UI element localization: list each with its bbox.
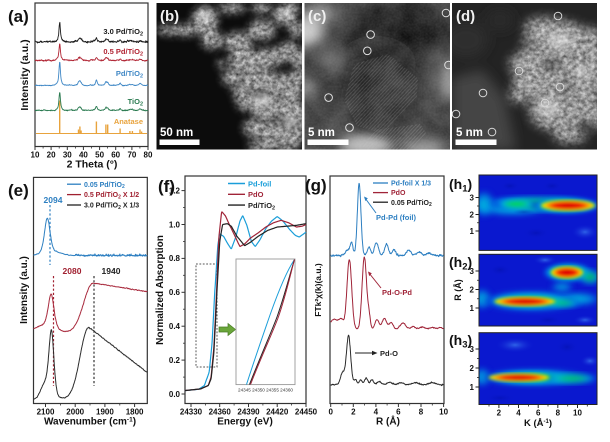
svg-text:Pd/TiO2: Pd/TiO2 <box>116 69 143 80</box>
svg-text:10: 10 <box>439 408 448 417</box>
svg-text:PdO: PdO <box>391 190 406 197</box>
svg-text:8: 8 <box>556 409 561 418</box>
svg-text:50: 50 <box>95 151 104 160</box>
svg-text:24360: 24360 <box>209 408 232 417</box>
svg-text:0.2: 0.2 <box>169 356 181 365</box>
svg-text:24450: 24450 <box>295 408 318 417</box>
svg-text:1900: 1900 <box>96 408 114 417</box>
svg-text:50 nm: 50 nm <box>160 127 193 139</box>
svg-text:(e): (e) <box>8 181 29 200</box>
svg-text:3.0 Pd/TiO2 X 1/3: 3.0 Pd/TiO2 X 1/3 <box>84 203 139 211</box>
svg-text:2000: 2000 <box>66 408 84 417</box>
svg-text:Intensity (a.u.): Intensity (a.u.) <box>19 256 30 324</box>
svg-text:4: 4 <box>374 408 379 417</box>
svg-text:3: 3 <box>470 193 475 202</box>
svg-text:0.5 Pd/TiO2 X 1/2: 0.5 Pd/TiO2 X 1/2 <box>84 192 139 200</box>
svg-text:24345 24350 24355 24360: 24345 24350 24355 24360 <box>238 388 293 393</box>
svg-text:0.4: 0.4 <box>169 322 181 331</box>
svg-text:PdO: PdO <box>248 190 264 199</box>
svg-text:0: 0 <box>328 408 333 417</box>
svg-text:2: 2 <box>470 285 475 294</box>
svg-text:6: 6 <box>396 408 401 417</box>
svg-text:20: 20 <box>47 151 56 160</box>
svg-text:6: 6 <box>536 409 541 418</box>
svg-text:0.05 Pd/TiO2: 0.05 Pd/TiO2 <box>391 200 432 208</box>
svg-text:3.0 Pd/TiO2: 3.0 Pd/TiO2 <box>103 27 143 38</box>
svg-text:K (Å-1): K (Å-1) <box>524 418 552 429</box>
svg-text:2: 2 <box>470 210 475 219</box>
svg-text:(d): (d) <box>456 8 475 25</box>
svg-text:(a): (a) <box>8 7 29 26</box>
svg-text:2 Theta (°): 2 Theta (°) <box>67 159 118 171</box>
svg-text:1: 1 <box>470 383 475 392</box>
svg-text:Normalized Absorption: Normalized Absorption <box>155 235 166 345</box>
svg-text:24390: 24390 <box>237 408 260 417</box>
svg-text:TiO2: TiO2 <box>128 97 143 108</box>
svg-text:Pd-O: Pd-O <box>380 349 398 358</box>
svg-text:1: 1 <box>470 304 475 313</box>
svg-text:2100: 2100 <box>37 408 55 417</box>
svg-text:(g): (g) <box>305 176 327 195</box>
svg-text:70: 70 <box>127 151 136 160</box>
svg-text:Anatase: Anatase <box>114 117 143 126</box>
svg-text:Pd-O-Pd: Pd-O-Pd <box>382 288 412 297</box>
svg-text:0.0: 0.0 <box>169 390 181 399</box>
svg-text:24420: 24420 <box>266 408 289 417</box>
svg-text:30: 30 <box>63 151 72 160</box>
svg-text:Energy (eV): Energy (eV) <box>217 417 273 428</box>
svg-text:(f): (f) <box>158 177 175 196</box>
svg-text:2094: 2094 <box>44 195 63 205</box>
svg-text:2080: 2080 <box>63 266 82 276</box>
svg-text:FTk²χ(k)(a.u.): FTk²χ(k)(a.u.) <box>313 263 323 317</box>
svg-text:24330: 24330 <box>180 408 203 417</box>
svg-text:3: 3 <box>470 267 475 276</box>
svg-text:80: 80 <box>144 151 153 160</box>
svg-text:10: 10 <box>573 409 582 418</box>
svg-text:10: 10 <box>31 151 40 160</box>
svg-text:0.8: 0.8 <box>169 254 181 263</box>
svg-text:R (Å): R (Å) <box>376 415 400 428</box>
svg-text:Pd/TiO2: Pd/TiO2 <box>248 201 275 211</box>
svg-text:Pd-Pd (foil): Pd-Pd (foil) <box>376 213 416 222</box>
svg-text:5 nm: 5 nm <box>456 127 483 139</box>
svg-text:1800: 1800 <box>126 408 144 417</box>
svg-text:1940: 1940 <box>102 266 121 276</box>
svg-text:0.6: 0.6 <box>169 288 181 297</box>
svg-text:2: 2 <box>351 408 356 417</box>
svg-text:2: 2 <box>497 409 502 418</box>
svg-text:5 nm: 5 nm <box>308 127 335 139</box>
svg-text:R (Å): R (Å) <box>453 279 463 301</box>
svg-text:Pd-foil X 1/3: Pd-foil X 1/3 <box>391 181 431 188</box>
svg-text:8: 8 <box>419 408 424 417</box>
svg-text:Pd-foil: Pd-foil <box>248 179 271 188</box>
svg-text:Intensity (a.u.): Intensity (a.u.) <box>19 39 31 110</box>
svg-text:(c): (c) <box>308 8 326 25</box>
svg-text:(h1): (h1) <box>449 176 472 195</box>
svg-text:40: 40 <box>79 151 88 160</box>
svg-text:1.2: 1.2 <box>169 186 181 195</box>
svg-text:1.0: 1.0 <box>169 220 181 229</box>
svg-text:Wavenumber (cm-1): Wavenumber (cm-1) <box>44 416 136 427</box>
svg-text:4: 4 <box>516 409 521 418</box>
svg-text:3: 3 <box>470 345 475 354</box>
svg-text:(b): (b) <box>160 8 179 25</box>
svg-text:0.5 Pd/TiO2: 0.5 Pd/TiO2 <box>103 47 143 58</box>
svg-text:0.05 Pd/TiO2: 0.05 Pd/TiO2 <box>84 182 125 190</box>
svg-text:60: 60 <box>111 151 120 160</box>
svg-text:1: 1 <box>470 227 475 236</box>
svg-text:2: 2 <box>470 364 475 373</box>
